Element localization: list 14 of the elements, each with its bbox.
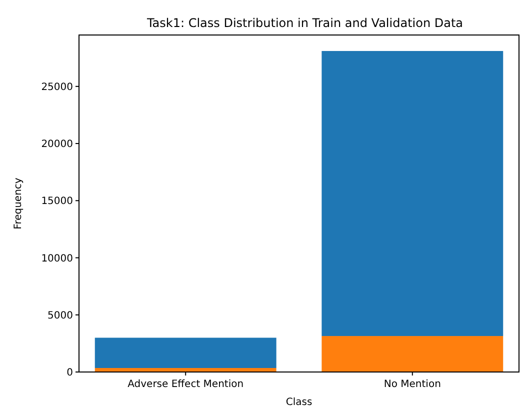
- y-tick-label: 20000: [41, 139, 73, 150]
- x-tick-label: No Mention: [384, 379, 441, 390]
- y-tick-label: 10000: [41, 253, 73, 264]
- x-axis-title: Class: [286, 397, 312, 408]
- bar: [94, 338, 276, 368]
- y-axis-title: Frequency: [13, 178, 24, 230]
- x-tick-label: Adverse Effect Mention: [128, 379, 244, 390]
- y-tick-label: 0: [66, 368, 73, 378]
- bar: [322, 50, 504, 336]
- chart-title: Task1: Class Distribution in Train and Validation Data: [146, 16, 464, 30]
- bar: [322, 336, 504, 372]
- y-tick-label: 5000: [48, 310, 73, 322]
- y-tick-label: 25000: [41, 82, 73, 93]
- y-tick-label: 15000: [41, 196, 73, 208]
